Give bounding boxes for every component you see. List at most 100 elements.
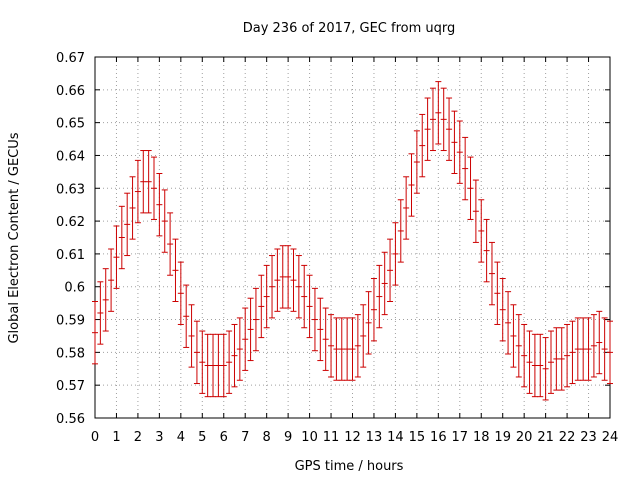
x-tick-label: 16 [430,430,447,445]
data-point [462,136,469,201]
y-tick-label: 0.67 [56,51,85,66]
data-point [574,317,581,381]
data-point [558,327,565,391]
data-point [247,297,254,362]
data-point [424,97,431,161]
data-point [590,314,597,378]
data-point [172,238,179,302]
data-point [494,261,501,325]
y-tick-label: 0.58 [56,346,85,361]
data-point [161,189,168,253]
x-tick-label: 22 [559,430,576,445]
data-point [488,241,495,306]
data-point [301,264,308,329]
data-point [258,274,265,339]
data-point [456,120,463,184]
x-tick-label: 2 [134,430,142,445]
data-point [564,323,571,388]
data-point [124,192,131,257]
data-point [134,159,141,224]
data-point [252,287,259,352]
data-point [607,320,613,385]
y-tick-label: 0.66 [56,84,85,99]
data-point [365,291,372,355]
y-tick-label: 0.59 [56,314,85,329]
data-point [344,317,351,381]
data-point [193,320,200,385]
data-point [236,317,243,381]
y-tick-label: 0.62 [56,215,85,230]
data-point [290,248,297,312]
data-point [547,330,554,394]
x-tick-label: 11 [323,430,340,445]
data-point [226,330,233,394]
data-point [333,317,340,381]
data-points [92,81,613,401]
data-point [499,278,506,342]
data-point [537,333,544,398]
data-point [322,307,329,371]
x-tick-label: 13 [366,430,383,445]
data-point [553,327,560,391]
x-tick-label: 18 [473,430,490,445]
data-point [177,261,184,325]
x-tick-label: 12 [344,430,361,445]
data-point [156,173,163,237]
data-point [118,205,125,270]
data-point [483,218,490,283]
data-point [274,248,281,312]
data-point [542,337,549,401]
data-point [145,150,152,214]
data-point [129,176,136,240]
axis-ticks: 0 1 2 3 4 5 6 7 8 9 10 11 12 13 14 15 16 17 18 19 20 21 22 23 24… [56,51,618,445]
data-point [370,278,377,342]
data-point [387,238,394,302]
x-tick-label: 1 [112,430,120,445]
x-axis-label: GPS time / hours [295,459,404,474]
y-tick-label: 0.61 [56,248,85,263]
data-point [521,323,528,388]
data-point [338,317,345,381]
y-tick-label: 0.6 [64,281,85,296]
x-tick-label: 9 [284,430,292,445]
data-point [231,323,238,388]
data-point [376,264,383,329]
data-point [413,130,420,194]
x-tick-label: 20 [516,430,533,445]
data-point [446,97,453,161]
x-tick-label: 3 [155,430,163,445]
data-point [354,314,361,378]
data-point [92,300,98,365]
data-point [472,179,479,243]
data-point [151,156,158,220]
data-point [328,314,335,378]
x-tick-label: 15 [409,430,426,445]
data-point [311,287,318,352]
x-tick-label: 14 [387,430,404,445]
data-point [392,222,399,286]
data-point [419,113,426,178]
data-point [210,333,217,398]
data-point [204,333,211,398]
data-point [435,81,442,145]
x-tick-label: 4 [177,430,185,445]
y-tick-label: 0.65 [56,117,85,132]
data-point [505,291,512,355]
data-point [429,87,436,152]
data-point [360,304,367,368]
x-tick-label: 19 [494,430,511,445]
x-tick-label: 0 [91,430,99,445]
data-point [285,245,292,309]
y-tick-label: 0.57 [56,379,85,394]
x-tick-label: 21 [537,430,554,445]
data-point [601,317,608,381]
data-point [102,268,109,332]
data-point [440,87,447,152]
data-point [580,317,587,381]
data-point [199,330,206,394]
data-point [108,248,115,312]
x-tick-label: 5 [198,430,206,445]
data-point [269,255,276,319]
x-tick-label: 23 [580,430,597,445]
